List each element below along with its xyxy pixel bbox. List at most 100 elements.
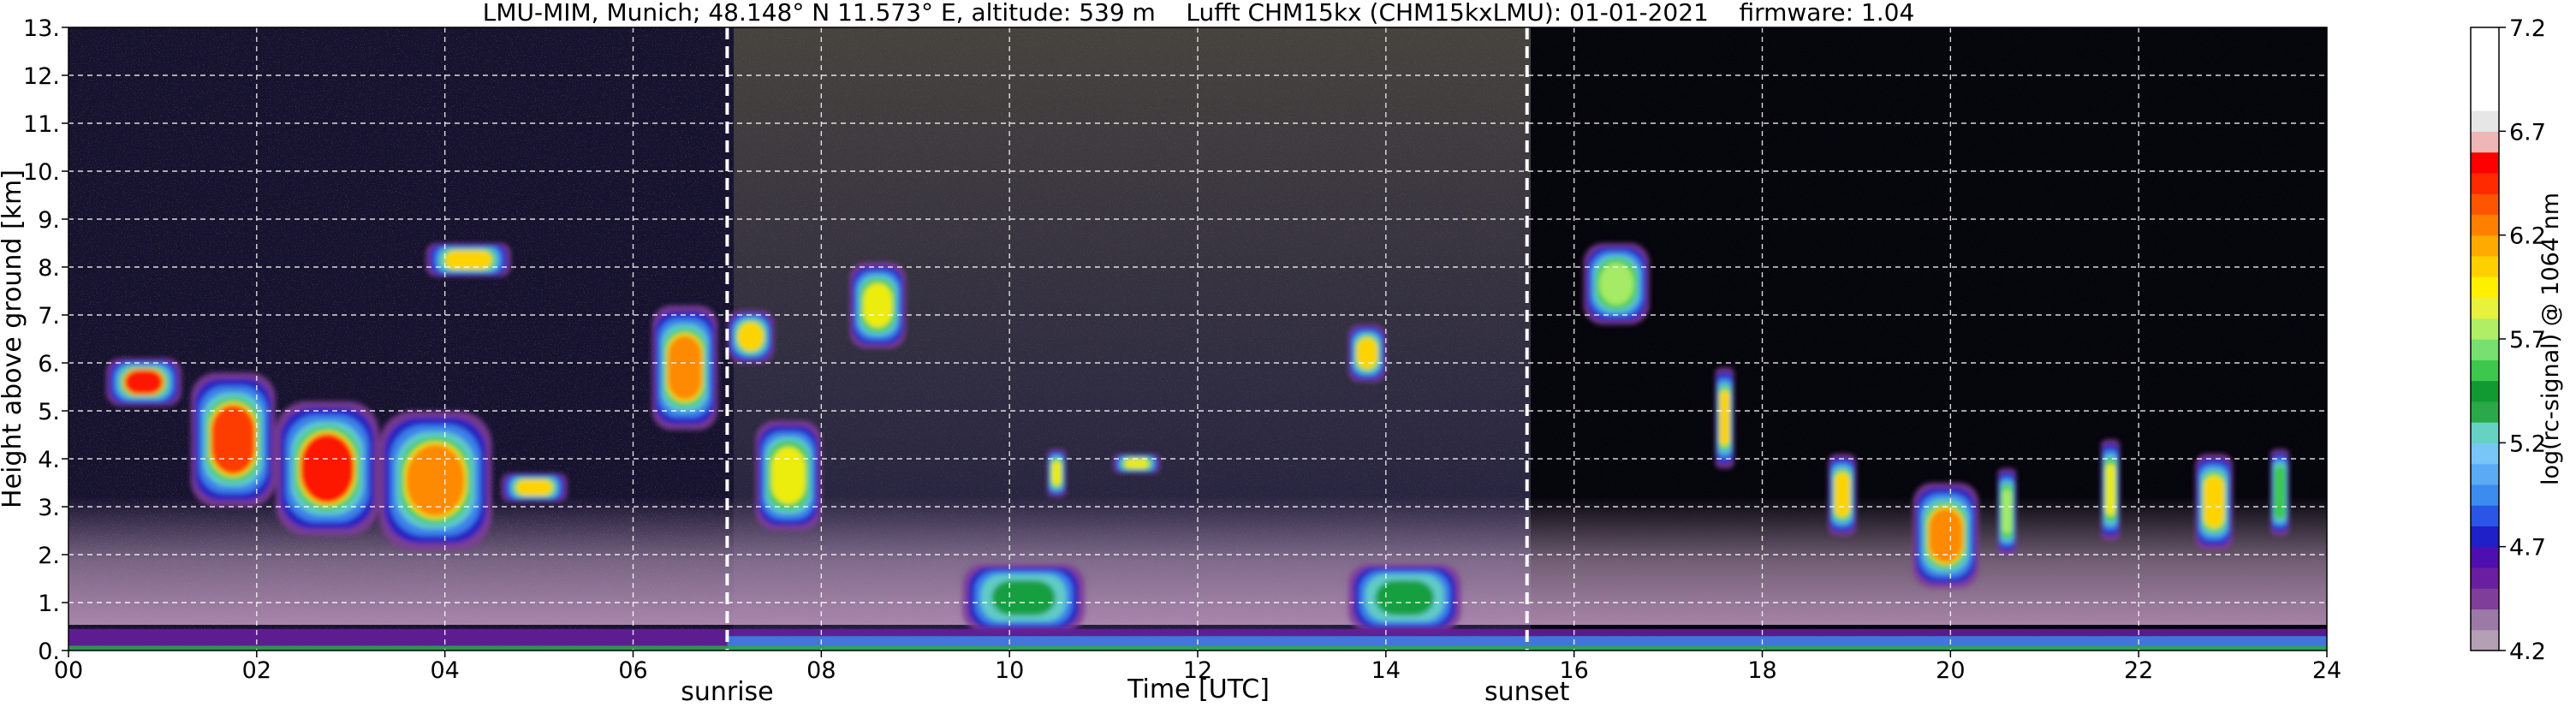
colorbar-swatch [2471,110,2499,132]
colorbar-swatch [2471,214,2499,236]
colorbar-swatch [2471,567,2499,589]
colorbar-swatch [2471,27,2499,49]
cloud-layer [1715,367,1734,469]
colorbar-swatch [2471,443,2499,465]
colorbar-tick-label: 5.7 [2509,327,2546,354]
colorbar-swatch [2471,359,2499,382]
cloud-layer [2270,449,2290,536]
colorbar-swatch [2471,318,2499,340]
x-axis-ticks: 00 02 04 06 08 10 12 14 16 18 20 22 24 [54,651,2341,684]
cloud-layer [378,411,492,550]
grid-lines [68,27,2327,651]
surface-aerosol-band [68,645,2327,651]
x-tick-label: 06 [618,657,647,684]
cloud-layer [105,358,181,407]
y-tick-label: 9. [38,207,60,234]
colorbar-label: log(rc-signal) @ 1064 nm [2537,193,2564,485]
cloud-layer [2195,454,2234,550]
y-axis-label: Height above ground [km] [0,169,27,508]
colorbar-tick-label: 4.2 [2509,639,2546,665]
colorbar-swatch [2471,172,2499,194]
colorbar: 4.2 4.7 5.2 5.7 6.2 6.7 7.2 log(rc-signal) @ 1… [2470,15,2564,665]
x-tick-label: 20 [1936,657,1965,684]
event-label: sunrise [681,677,773,707]
colorbar-swatch [2471,48,2499,70]
y-tick-label: 0. [38,639,60,665]
x-tick-label: 12 [1183,657,1212,684]
colorbar-swatch [2471,505,2499,526]
colorbar-swatch [2471,131,2499,153]
y-tick-label: 11. [23,111,60,138]
cloud-layer [275,401,379,536]
colorbar-swatch [2471,235,2499,257]
colorbar-swatch [2471,401,2499,423]
y-tick-label: 10. [23,159,60,186]
x-tick-label: 24 [2312,657,2341,684]
colorbar-swatch [2471,546,2499,568]
cloud-layer [1913,483,1979,589]
y-tick-label: 12. [23,63,60,90]
colorbar-swatch [2471,152,2499,174]
colorbar-swatch [2471,89,2499,111]
x-tick-label: 18 [1747,657,1776,684]
colorbar-tick-label: 6.7 [2509,119,2546,146]
colorbar-swatch [2471,484,2499,506]
colorbar-swatch [2471,526,2499,548]
x-tick-label: 16 [1559,657,1588,684]
colorbar-tick-label: 5.2 [2509,431,2546,457]
cloud-layer [1583,243,1650,325]
colorbar-swatch [2471,193,2499,215]
chart-title: LMU-MIM, Munich; 48.148° N 11.573° E, al… [483,0,1915,27]
cloud-layer [1347,324,1386,383]
x-tick-label: 14 [1371,657,1401,684]
cloud-layer [425,243,511,277]
x-tick-label: 02 [242,657,271,684]
x-tick-label: 08 [806,657,836,684]
colorbar-swatch [2471,588,2499,610]
colorbar-tick-label: 4.7 [2509,535,2546,561]
y-tick-label: 8. [38,255,60,282]
y-tick-label: 1. [38,591,60,617]
plot-area [68,27,2328,651]
y-tick-label: 13. [23,15,60,42]
backscatter-features [105,243,2290,632]
colorbar-tick-label: 7.2 [2509,15,2546,42]
cloud-layer [501,472,568,502]
x-axis-label: Time [UTC] [1127,674,1270,704]
colorbar-swatch [2471,68,2499,91]
colorbar-tick-label: 6.2 [2509,223,2546,250]
event-lines [725,27,1529,651]
cloud-layer [1997,468,2017,555]
boundary-layer [1347,564,1461,632]
colorbar-swatch [2471,276,2499,299]
y-tick-label: 2. [38,543,60,569]
y-tick-label: 5. [38,399,60,425]
cloud-layer [651,305,718,431]
cloud-layer [849,262,907,349]
y-tick-label: 4. [38,447,60,473]
y-tick-label: 3. [38,495,60,521]
x-tick-label: 22 [2124,657,2153,684]
cloud-layer [1047,449,1067,497]
colorbar-swatch [2471,422,2499,443]
colorbar-swatch [2471,463,2499,485]
cloud-layer [727,310,775,363]
cloud-layer [2101,439,2121,541]
y-tick-label: 7. [38,303,60,330]
colorbar-swatch [2471,609,2499,631]
colorbar-swatch [2471,297,2499,319]
cloud-layer [755,420,822,531]
cloud-layer [1113,454,1161,473]
y-axis-ticks: 0. 1. 2. 3. 4. 5. 6. 7. 8. 9. 10. 11. 12. 13. [23,15,68,665]
cloud-layer [190,372,276,507]
colorbar-swatch [2471,339,2499,360]
x-tick-label: 10 [995,657,1024,684]
colorbar-swatch [2471,255,2499,277]
colorbar-swatch [2471,629,2499,651]
y-tick-label: 6. [38,351,60,377]
boundary-layer [962,564,1086,632]
colorbar-swatch [2471,380,2499,402]
x-tick-label: 04 [430,657,459,684]
event-label: sunset [1484,677,1570,707]
